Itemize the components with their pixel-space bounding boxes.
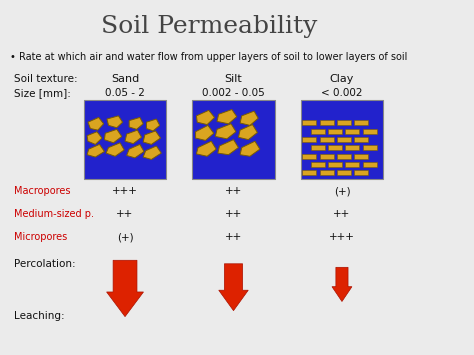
Text: ++: ++ [117,209,134,219]
Text: ++: ++ [225,232,242,242]
Bar [355,120,368,125]
Polygon shape [238,125,257,140]
Bar [355,153,368,159]
Polygon shape [215,124,236,139]
Bar [319,153,334,159]
Bar [363,129,377,134]
Bar [319,170,334,175]
Polygon shape [218,140,238,155]
Bar [337,137,351,142]
Text: Leaching:: Leaching: [14,311,65,321]
Polygon shape [107,116,123,128]
Bar [337,153,351,159]
Bar [346,129,359,134]
Text: Clay: Clay [330,73,354,83]
Bar [319,137,334,142]
Text: 0.002 - 0.05: 0.002 - 0.05 [202,88,265,98]
Text: Macropores: Macropores [14,186,71,196]
Bar [302,120,317,125]
Polygon shape [87,144,104,157]
Bar [319,120,334,125]
Polygon shape [143,146,161,159]
Polygon shape [129,118,143,129]
Text: ++: ++ [333,209,351,219]
Polygon shape [87,132,102,144]
Polygon shape [125,130,142,144]
Bar [328,129,342,134]
Bar [302,153,317,159]
Polygon shape [143,131,161,144]
Bar [337,170,351,175]
Polygon shape [104,129,122,143]
Bar [328,162,342,167]
Bar [355,137,368,142]
Bar [328,145,342,150]
Text: Sand: Sand [111,73,139,83]
Text: Silt: Silt [225,73,242,83]
Bar [337,120,351,125]
Bar [192,100,275,179]
Polygon shape [240,141,260,156]
Polygon shape [146,119,160,131]
Polygon shape [106,143,124,156]
Text: < 0.002: < 0.002 [321,88,363,98]
Text: 0.05 - 2: 0.05 - 2 [105,88,145,98]
Polygon shape [88,118,104,130]
Bar [301,100,383,179]
Bar [355,170,368,175]
Text: +++: +++ [329,232,355,242]
Bar [311,129,325,134]
Text: ++: ++ [225,209,242,219]
FancyBboxPatch shape [0,0,439,355]
Text: Percolation:: Percolation: [14,258,76,268]
Bar [311,162,325,167]
Text: +++: +++ [112,186,138,196]
Bar [363,145,377,150]
Polygon shape [332,267,352,301]
Bar [311,145,325,150]
Polygon shape [240,111,258,125]
Polygon shape [107,260,144,317]
Text: Soil Permeability: Soil Permeability [101,16,318,38]
Text: Micropores: Micropores [14,232,68,242]
Bar [346,162,359,167]
Text: (+): (+) [117,232,133,242]
Bar [302,170,317,175]
Polygon shape [196,141,216,156]
Bar [363,162,377,167]
Text: ++: ++ [225,186,242,196]
Polygon shape [196,125,214,141]
Bar [84,100,166,179]
Polygon shape [127,144,144,158]
Polygon shape [219,264,248,311]
Polygon shape [217,110,237,124]
Text: (+): (+) [334,186,350,196]
Text: Soil texture:: Soil texture: [14,73,78,83]
Bar [346,145,359,150]
Text: Medium-sized p.: Medium-sized p. [14,209,94,219]
Bar [302,137,317,142]
Text: • Rate at which air and water flow from upper layers of soil to lower layers of : • Rate at which air and water flow from … [10,53,408,62]
Polygon shape [196,110,215,125]
Text: Size [mm]:: Size [mm]: [14,88,71,98]
